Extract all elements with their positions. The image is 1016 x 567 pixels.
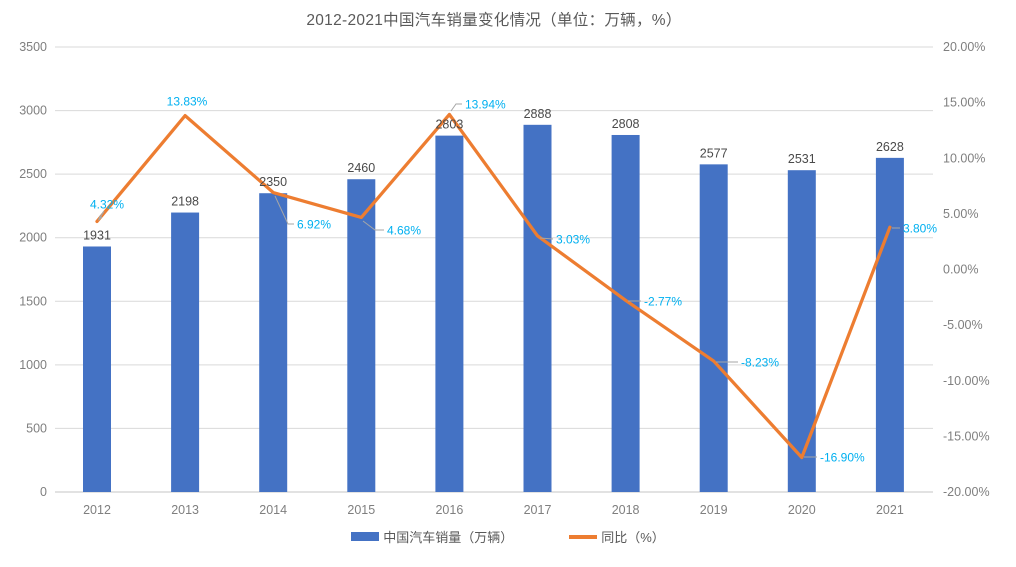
x-axis-label-2021: 2021 <box>876 503 904 517</box>
right-axis-tick-label: -20.00% <box>943 485 990 499</box>
bar-2013 <box>171 212 200 493</box>
label-leader-line <box>539 237 554 240</box>
x-axis-label-2013: 2013 <box>171 503 199 517</box>
bar-2017 <box>523 124 552 492</box>
right-axis-tick-label: -15.00% <box>943 429 990 443</box>
bar-2015 <box>347 179 376 492</box>
legend-item-sales[interactable]: 中国汽车销量（万辆） <box>351 527 513 546</box>
x-axis-label-2014: 2014 <box>259 503 287 517</box>
left-axis-tick-label: 3500 <box>19 40 47 54</box>
left-axis-tick-label: 3000 <box>19 104 47 118</box>
arrowhead-icon <box>98 215 103 221</box>
line-swatch-icon <box>569 534 598 539</box>
bar-value-label: 2198 <box>171 195 199 209</box>
legend-label-sales: 中国汽车销量（万辆） <box>383 530 514 545</box>
yoy-line <box>95 112 892 460</box>
x-axis-label-2012: 2012 <box>83 503 111 517</box>
left-axis-tick-label: 2500 <box>19 167 47 181</box>
right-axis-tick-label: -10.00% <box>943 374 990 388</box>
bar-2012 <box>83 246 111 492</box>
label-leader-line <box>274 195 294 225</box>
bar-value-label: 2577 <box>700 146 728 160</box>
bar-value-label: 2803 <box>435 118 463 132</box>
bar-2021 <box>875 157 904 492</box>
x-axis-label-2019: 2019 <box>700 503 728 517</box>
right-axis-tick-label: -5.00% <box>943 318 983 332</box>
right-axis-tick-label: 10.00% <box>943 151 985 165</box>
bar-2018 <box>611 134 640 493</box>
pct-value-label: -2.77% <box>644 295 682 309</box>
bar-2019 <box>699 164 728 493</box>
bar-2020 <box>787 170 816 493</box>
pct-value-label: 13.83% <box>167 95 208 109</box>
legend: 中国汽车销量（万辆） 同比（%） <box>0 527 1016 546</box>
bar-value-label: 2460 <box>347 161 375 175</box>
bar-value-label: 2888 <box>524 107 552 121</box>
pct-value-label: -8.23% <box>741 356 779 370</box>
right-axis-tick-label: 20.00% <box>943 40 985 54</box>
bar-value-label: 1931 <box>83 228 111 242</box>
label-leader-line <box>362 220 384 231</box>
x-axis-label-2016: 2016 <box>435 503 463 517</box>
label-leader-line <box>450 103 462 112</box>
pct-value-label: 4.32% <box>90 198 124 212</box>
chart-title: 2012-2021中国汽车销量变化情况（单位：万辆，%） <box>306 12 682 29</box>
pct-value-label: 13.94% <box>465 98 506 112</box>
right-axis-tick-label: 0.00% <box>943 263 978 277</box>
left-axis-tick-label: 0 <box>40 485 47 499</box>
right-axis-tick-label: 15.00% <box>943 96 985 110</box>
pct-value-label: 6.92% <box>297 218 331 232</box>
left-axis-tick-label: 1500 <box>19 294 47 308</box>
x-axis-label-2017: 2017 <box>524 503 552 517</box>
bar-2014 <box>259 193 288 492</box>
left-axis-tick-label: 2000 <box>19 231 47 245</box>
right-axis-tick-label: 5.00% <box>943 207 978 221</box>
pct-value-label: -16.90% <box>820 451 865 465</box>
x-axis-label-2020: 2020 <box>788 503 816 517</box>
bar-value-label: 2628 <box>876 140 904 154</box>
legend-label-yoy: 同比（%） <box>601 530 665 545</box>
legend-item-yoy[interactable]: 同比（%） <box>569 527 665 546</box>
bar-2016 <box>435 135 464 492</box>
pct-value-label: 3.80% <box>903 222 937 236</box>
left-axis-tick-label: 500 <box>26 421 47 435</box>
bar-value-label: 2531 <box>788 152 816 166</box>
bar-value-label: 2808 <box>612 117 640 131</box>
left-axis-tick-label: 1000 <box>19 358 47 372</box>
bar-value-label: 2350 <box>259 175 287 189</box>
pct-value-label: 4.68% <box>387 224 421 238</box>
x-axis-label-2015: 2015 <box>347 503 375 517</box>
bar-swatch-icon <box>351 532 380 541</box>
x-axis-label-2018: 2018 <box>612 503 640 517</box>
pct-value-label: 3.03% <box>556 233 590 247</box>
